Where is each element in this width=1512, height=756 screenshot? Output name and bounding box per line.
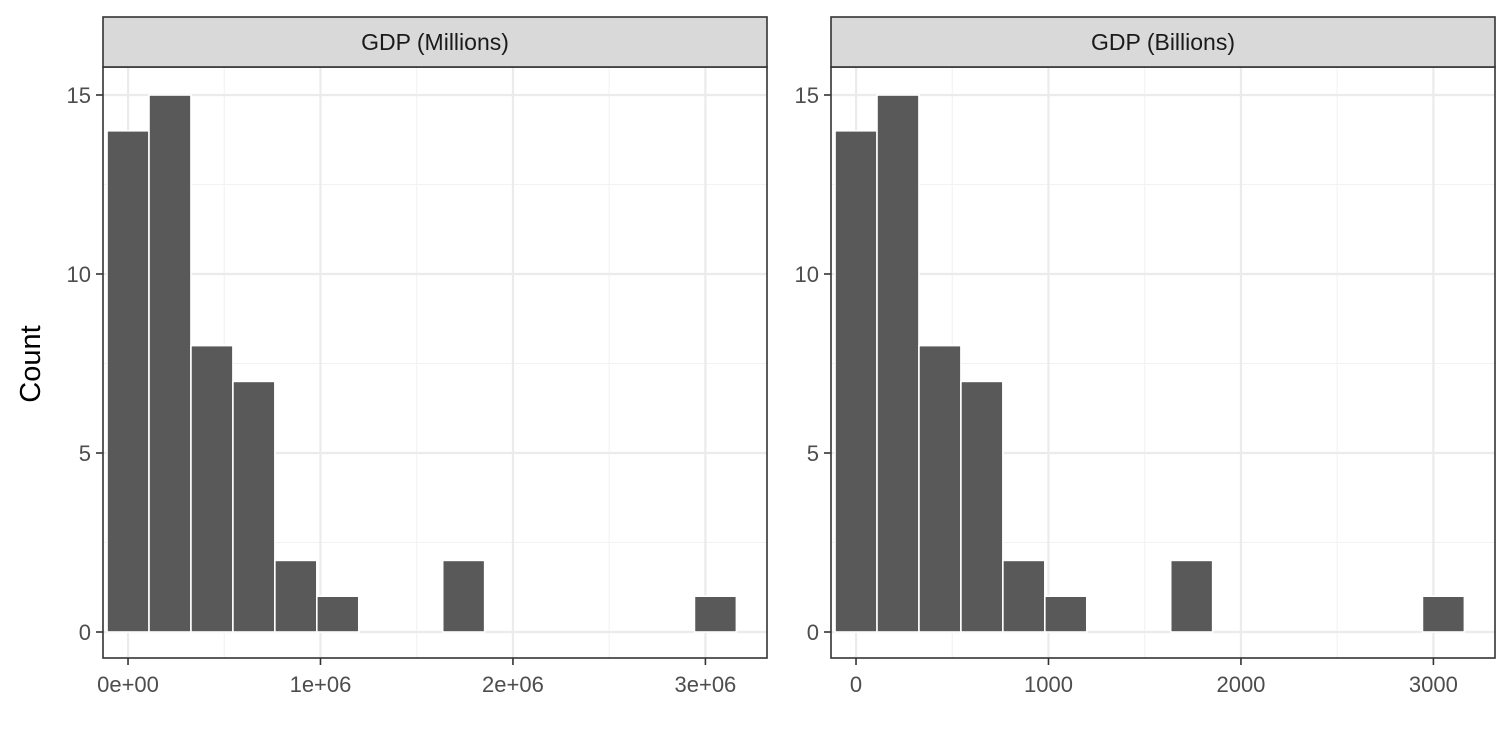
x-tick-label: 3000 (1409, 672, 1458, 697)
y-tick-label: 15 (795, 83, 819, 108)
histogram-bar (232, 380, 276, 633)
x-tick-label: 3e+06 (675, 672, 737, 697)
y-tick-label: 15 (67, 83, 91, 108)
histogram-bar (316, 595, 360, 633)
panel-2: GDP (Billions) 0 5 10 15 0 1000 2000 3000 (795, 16, 1496, 697)
histogram-bar (693, 595, 738, 633)
x-tick-label: 2e+06 (482, 672, 544, 697)
histogram-bar (441, 559, 486, 633)
y-tick-label: 10 (67, 262, 91, 287)
histogram-bar (876, 94, 920, 633)
panel-1: GDP (Millions) 0 5 10 15 0e+00 1e+06 2e+06 3e+06 (67, 16, 768, 697)
y-tick-label: 0 (807, 620, 819, 645)
x-tick-label: 1e+06 (290, 672, 352, 697)
histogram-bar (1002, 559, 1046, 633)
histogram-bar (148, 94, 192, 633)
facet-strip (830, 16, 1496, 68)
histogram-bar (918, 344, 962, 633)
facet-strip (102, 16, 768, 68)
x-tick-label: 0e+00 (97, 672, 159, 697)
histogram-bar (274, 559, 318, 633)
histogram-bar (190, 344, 234, 633)
facet-strip-label: GDP (Billions) (1091, 29, 1235, 55)
y-tick-label: 0 (79, 620, 91, 645)
x-tick-label: 2000 (1216, 672, 1265, 697)
y-tick-label: 10 (795, 262, 819, 287)
y-axis-title: Count (15, 325, 47, 402)
histogram-bar (960, 380, 1004, 633)
histogram-bar (1421, 595, 1466, 633)
facet-strip-label: GDP (Millions) (361, 29, 509, 55)
histogram-bar (106, 130, 150, 633)
histogram-bar (1169, 559, 1214, 633)
x-tick-label: 1000 (1024, 672, 1073, 697)
y-tick-label: 5 (807, 441, 819, 466)
histogram-bar (834, 130, 878, 633)
histogram-bar (1044, 595, 1088, 633)
x-tick-label: 0 (850, 672, 862, 697)
y-tick-label: 5 (79, 441, 91, 466)
